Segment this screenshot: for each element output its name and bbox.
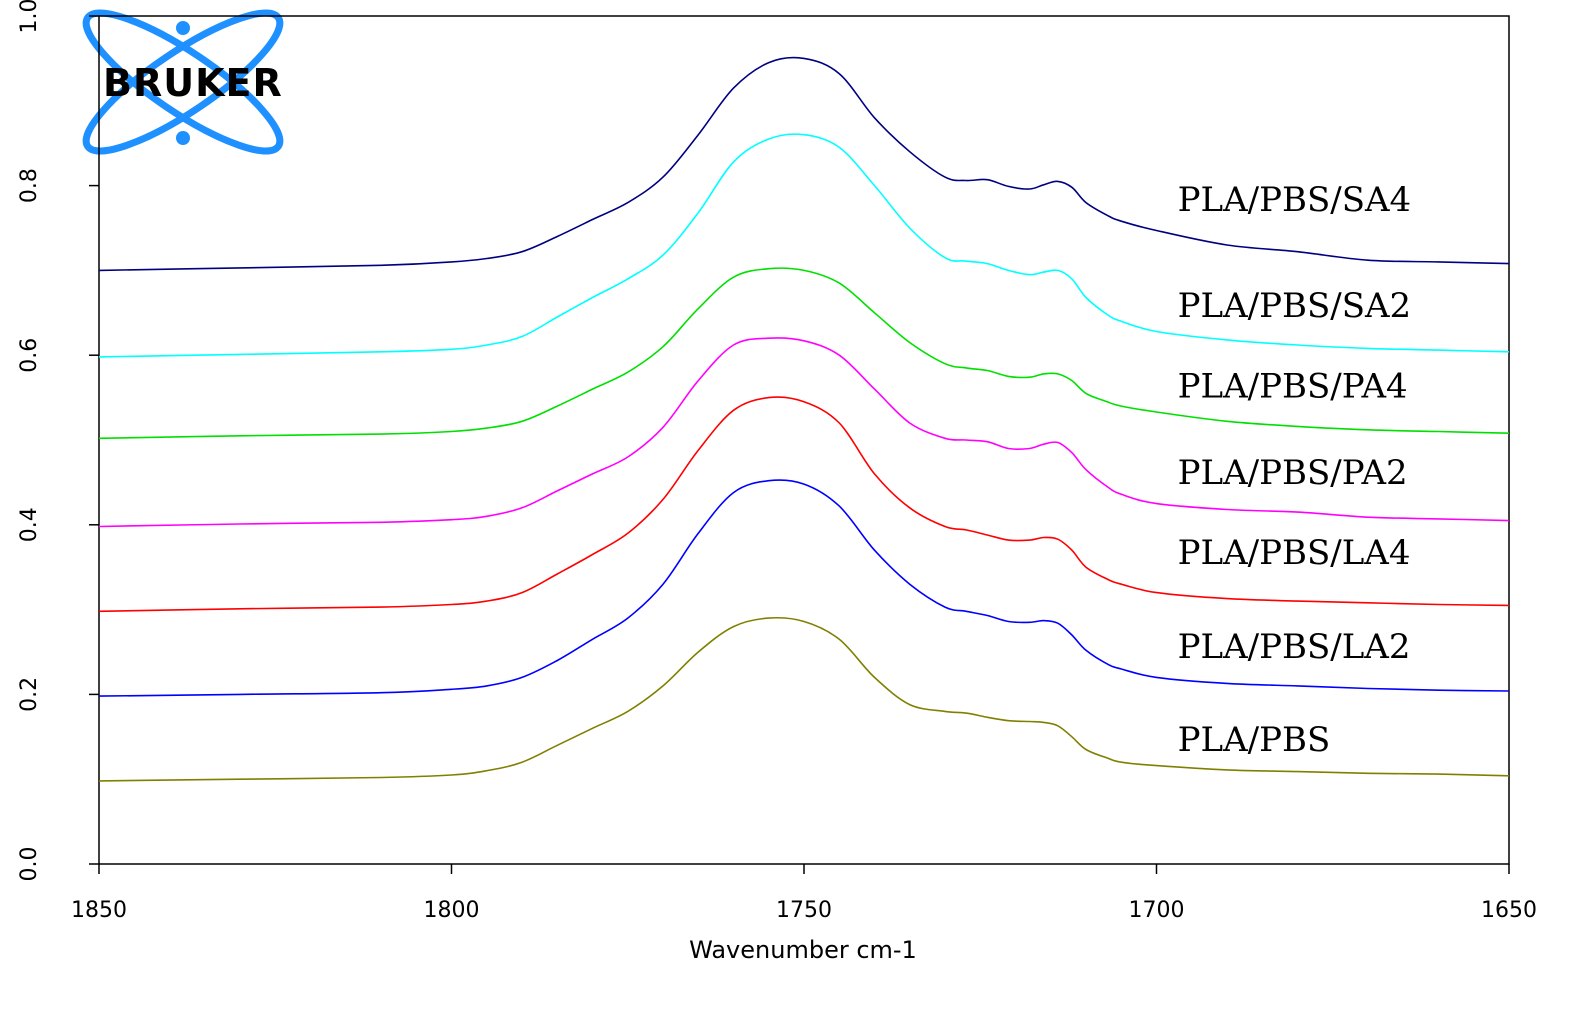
series-line [98,267,1510,440]
series-line [98,396,1510,613]
series-label: PLA/PBS/SA4 [1178,180,1412,220]
y-tick-label: 0.8 [17,168,42,203]
y-tick-label: 0.2 [17,677,42,712]
series-label: PLA/PBS/LA2 [1178,627,1411,667]
series-label: PLA/PBS/SA2 [1178,286,1412,326]
y-tick-label: 1.0 [17,0,42,34]
series-label: PLA/PBS/PA4 [1178,367,1408,407]
series-label: PLA/PBS/LA4 [1178,533,1411,573]
series-line [98,133,1510,358]
series-label: PLA/PBS/PA2 [1178,453,1408,493]
series-line [98,56,1510,272]
x-tick-label: 1850 [71,898,127,923]
x-tick-label: 1750 [776,898,832,923]
x-tick-label: 1700 [1129,898,1185,923]
atom-logo-icon [82,9,284,155]
series-line [98,337,1510,528]
series-line [98,616,1510,782]
x-tick-label: 1800 [424,898,480,923]
axes: 1850 1800 1750 1700 1650 0.0 0.2 0.4 0.6 0.8 1.0 [17,0,1537,923]
y-tick-label: 0.0 [17,847,42,882]
x-tick-label: 1650 [1481,898,1537,923]
logo-text: BRUKER [103,61,283,105]
y-tick-label: 0.6 [17,338,42,373]
atom-logo-dot-top [176,21,190,35]
bruker-logo: BRUKER [82,9,284,155]
x-axis-title: Wavenumber cm-1 [689,936,917,964]
atom-logo-dot-bottom [176,131,190,145]
series-line [98,479,1510,697]
series-lines [98,56,1510,782]
y-tick-label: 0.4 [17,507,42,542]
series-label: PLA/PBS [1178,720,1331,760]
series-labels: PLA/PBS/SA4 PLA/PBS/SA2 PLA/PBS/PA4 PLA/PBS… [1178,180,1412,760]
